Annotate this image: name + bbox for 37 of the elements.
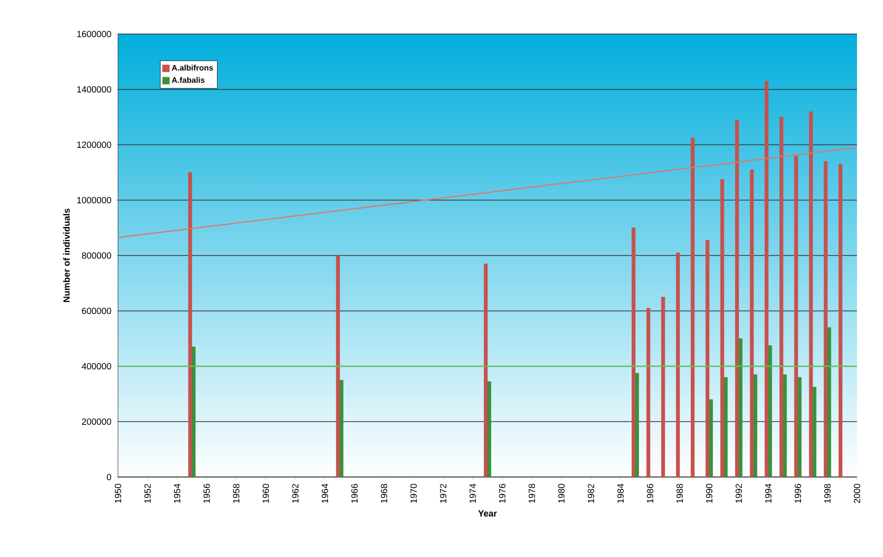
x-tick-label: 1972 xyxy=(440,484,446,503)
x-tick-label: 2000 xyxy=(854,484,860,504)
y-tick-label: 1200000 xyxy=(77,142,112,148)
x-tick-label: 1998 xyxy=(824,484,831,503)
x-tick-label: 1966 xyxy=(351,484,358,503)
y-tick-label: 1600000 xyxy=(77,30,112,38)
x-tick-label: 1960 xyxy=(262,484,269,503)
x-tick-label: 1986 xyxy=(646,484,654,503)
x-tick-label: 1992 xyxy=(736,484,742,503)
x-tick-label: 1980 xyxy=(558,484,565,503)
x-tick-label: 1970 xyxy=(410,484,417,503)
x-tick-label: 1950 xyxy=(114,484,122,503)
x-tick-label: 1996 xyxy=(794,484,802,503)
x-tick-label: 1988 xyxy=(676,484,683,503)
x-tick-label: 1982 xyxy=(588,484,594,503)
x-tick-label: 1954 xyxy=(174,484,180,503)
x-tick-label: 1962 xyxy=(292,484,299,503)
x-tick-label: 1956 xyxy=(204,484,210,503)
x-tick-label: 1958 xyxy=(233,484,240,503)
y-tick-label: 400000 xyxy=(82,363,112,370)
y-tick-label: 200000 xyxy=(82,418,112,425)
x-tick-label: 1984 xyxy=(617,484,624,503)
x-tick-label: 1974 xyxy=(470,484,476,503)
y-tick-label: 1400000 xyxy=(77,86,112,93)
x-tick-label: 1994 xyxy=(765,484,772,503)
x-tick-label: 1990 xyxy=(706,484,712,503)
x-tick-label: 1968 xyxy=(380,484,388,503)
x-axis-title: Year xyxy=(478,510,497,517)
y-tick-label: 800000 xyxy=(82,252,112,259)
y-tick-label: 0 xyxy=(106,474,112,480)
x-tick-label: 1976 xyxy=(499,484,506,503)
y-axis-title: Number of individuals xyxy=(63,208,70,302)
x-tick-label: 1964 xyxy=(322,484,328,503)
x-tick-label: 1978 xyxy=(528,484,536,503)
y-tick-label: 1000000 xyxy=(77,196,112,204)
x-tick-label: 1952 xyxy=(144,484,151,503)
y-tick-label: 600000 xyxy=(82,308,112,314)
